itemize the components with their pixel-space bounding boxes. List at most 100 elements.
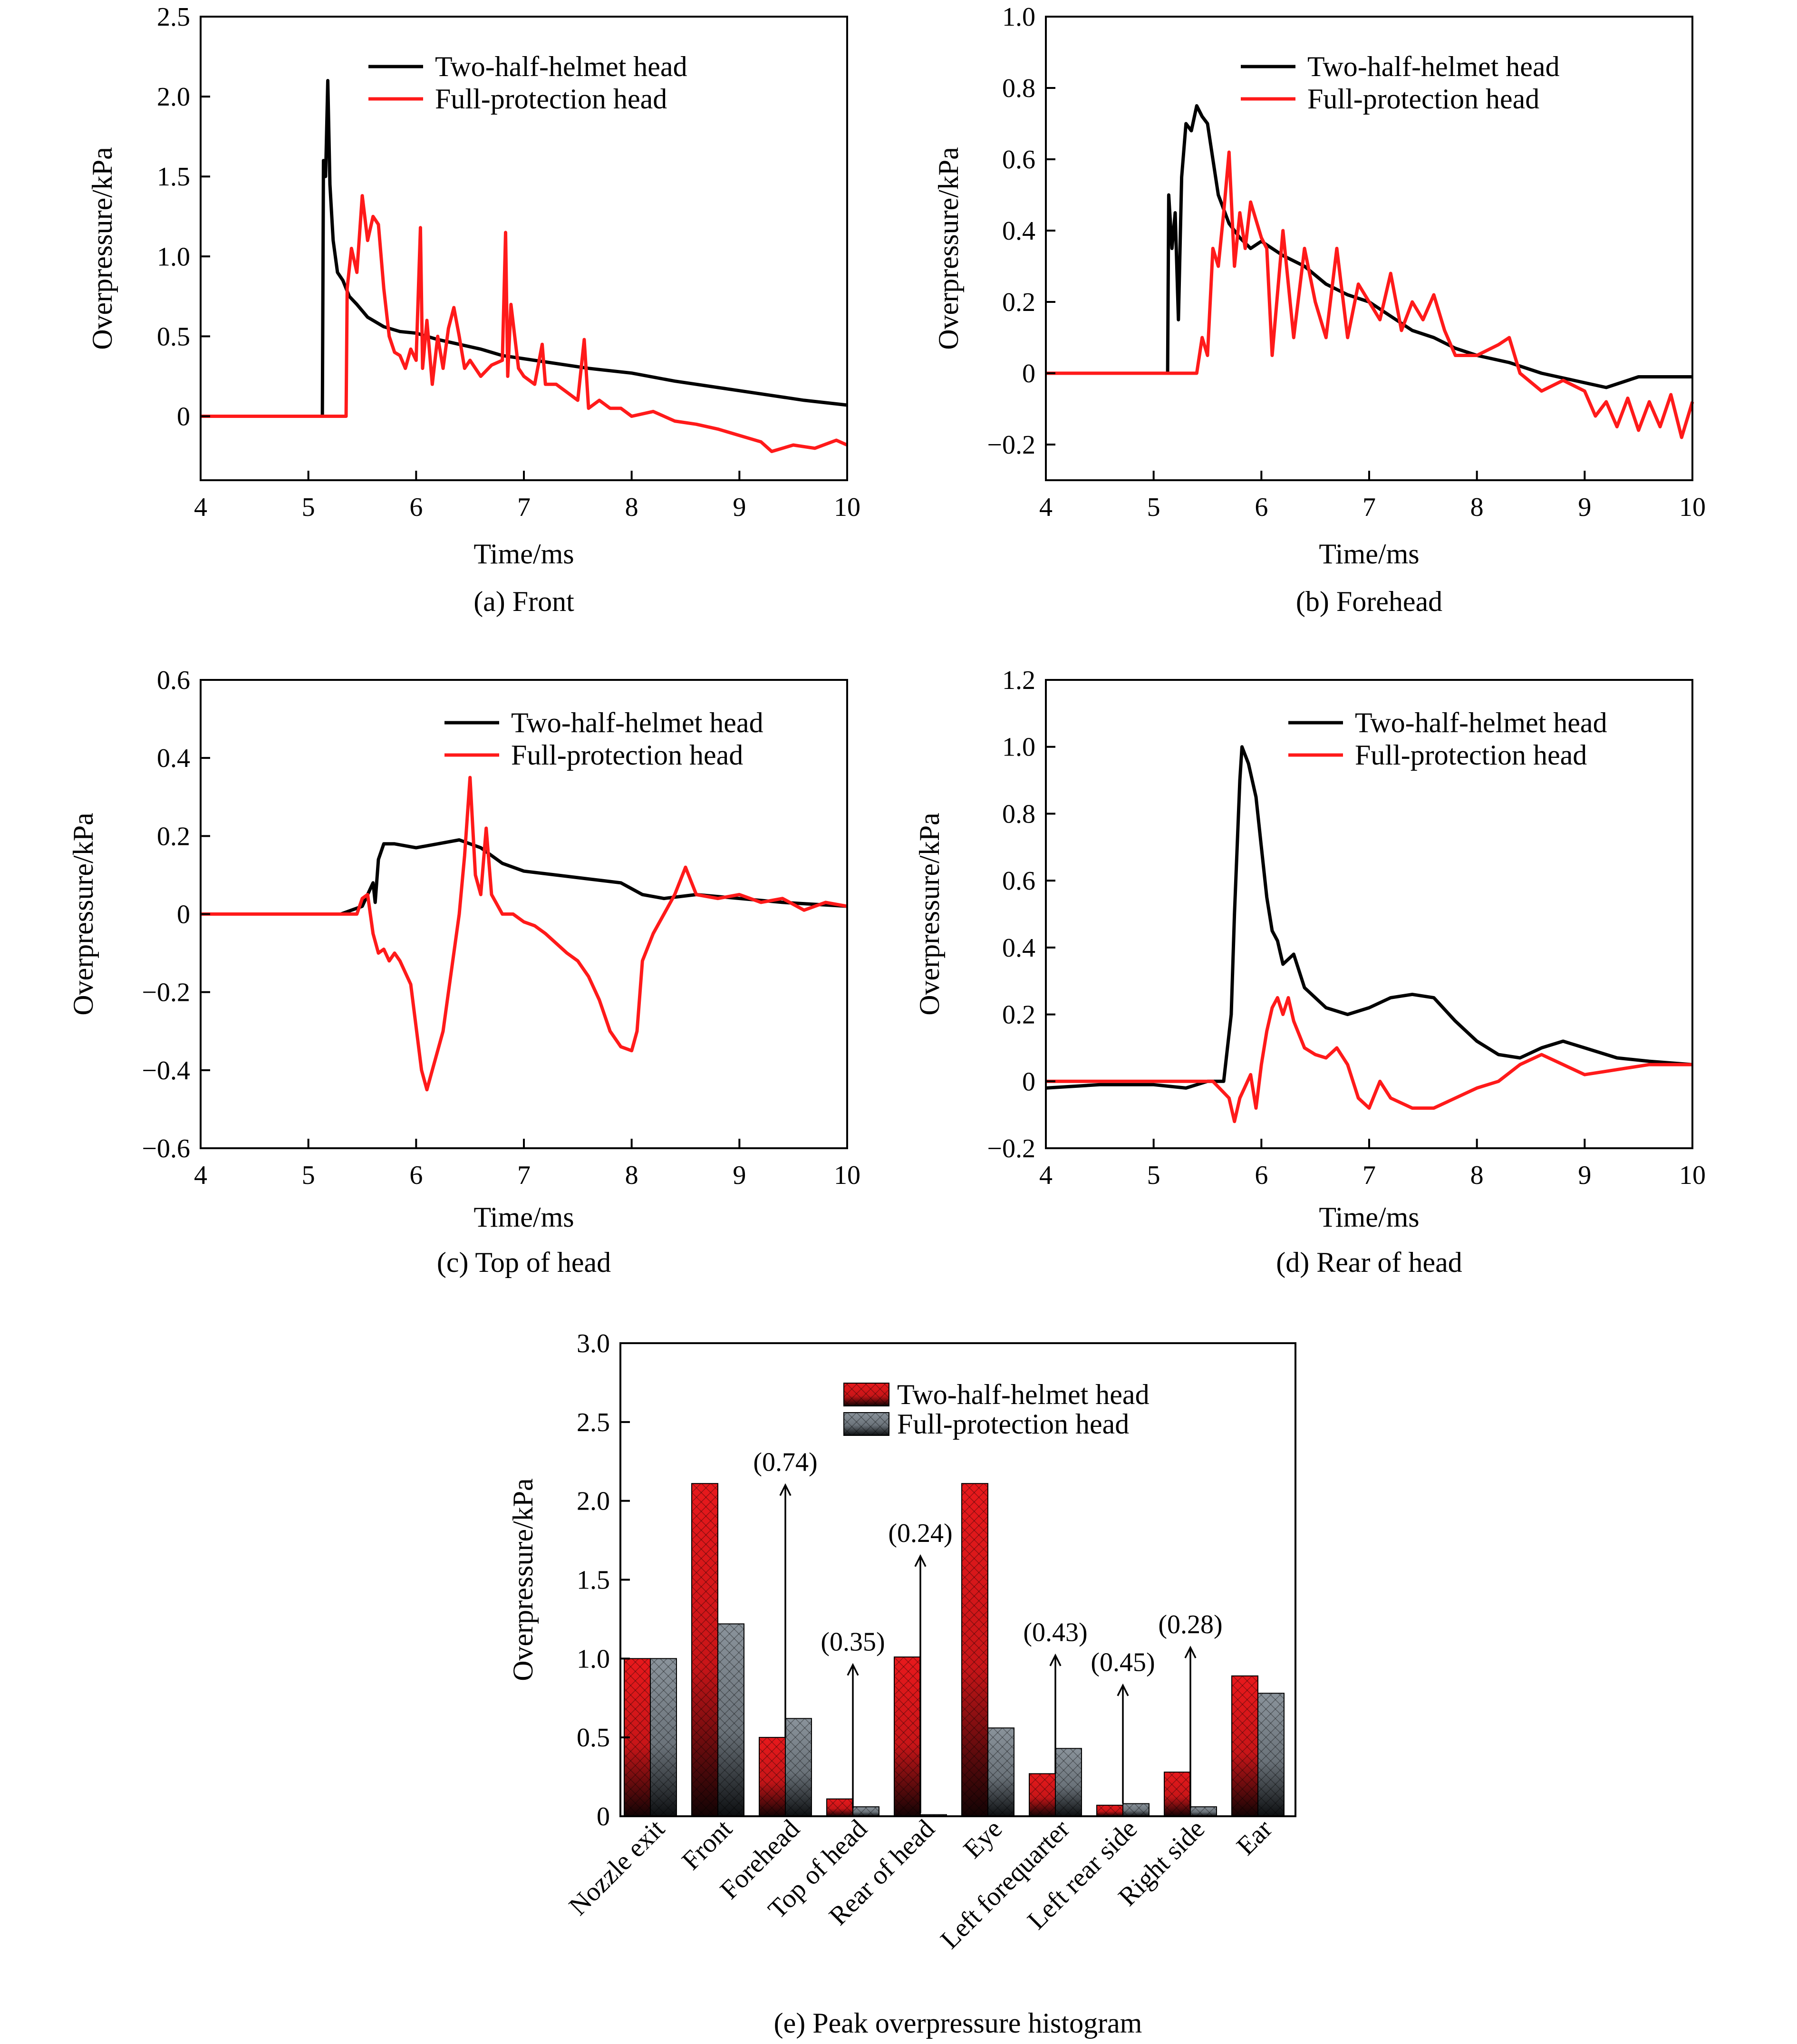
series-line-two-half-helmet	[201, 838, 848, 916]
bar-full-protection	[650, 1658, 677, 1817]
y-tick-label: −0.2	[987, 430, 1035, 460]
x-tick-label: 4	[194, 493, 207, 522]
bar-full-protection	[717, 1623, 744, 1817]
chart-caption: (e) Peak overpressure histogram	[774, 2007, 1142, 2039]
y-tick-label: 0.4	[1002, 216, 1035, 246]
bar-hatch	[853, 1807, 879, 1816]
x-tick-label: 9	[1578, 493, 1591, 522]
bar-two-half-helmet	[1096, 1804, 1123, 1817]
bar-two-half-helmet	[894, 1657, 921, 1817]
y-tick-label: 0.5	[577, 1723, 610, 1753]
y-tick-label: 0	[1022, 1067, 1035, 1096]
bar-two-half-helmet	[691, 1483, 718, 1817]
legend-label: Full-protection head	[897, 1408, 1129, 1440]
y-tick-label: 0	[597, 1802, 610, 1831]
x-tick-label: 6	[409, 493, 423, 522]
x-tick-label: 4	[1039, 493, 1053, 522]
y-tick-label: −0.4	[142, 1056, 190, 1085]
y-axis-label: Overpressure/kPa	[933, 147, 964, 350]
annotation-arrow-head	[1049, 1653, 1062, 1666]
x-tick-label: 10	[834, 493, 860, 522]
y-tick-label: −0.6	[142, 1134, 190, 1163]
y-tick-label: 1.2	[1002, 666, 1035, 695]
bar-full-protection	[1122, 1803, 1150, 1817]
y-axis-label: Overpressure/kPa	[507, 1478, 539, 1681]
x-tick-label: 8	[625, 1161, 638, 1190]
y-tick-label: 0.6	[1002, 145, 1035, 174]
bar-hatch	[1055, 1748, 1082, 1816]
legend-label: Full-protection head	[435, 83, 667, 115]
annotation-label: (0.43)	[1023, 1618, 1087, 1647]
bar-hatch	[894, 1657, 920, 1816]
x-tick-label: 6	[1255, 493, 1268, 522]
y-tick-label: 0.6	[1002, 866, 1035, 896]
series-line-full-protection	[1046, 150, 1694, 439]
x-tick-label: 5	[1147, 1161, 1160, 1190]
y-tick-label: 0.2	[157, 822, 190, 851]
legend-label: Two-half-helmet head	[897, 1379, 1150, 1410]
chart-caption: (c) Top of head	[437, 1247, 611, 1278]
y-axis-label: Overpressure/kPa	[914, 813, 945, 1016]
legend-swatch-hatch	[844, 1383, 889, 1406]
bar-hatch	[827, 1799, 853, 1816]
y-tick-label: 2.5	[577, 1408, 610, 1437]
y-tick-label: 0.4	[157, 744, 190, 773]
annotation-label: (0.45)	[1091, 1648, 1155, 1677]
bar-hatch	[1190, 1807, 1217, 1816]
x-tick-label: 9	[1578, 1161, 1591, 1190]
y-tick-label: 0	[1022, 359, 1035, 388]
chart-forehead: 4 5 6 7 8 9 10 −0.2 0 0.2 0.4 0.6 0.8 1.0 Time/ms Overp…	[933, 2, 1706, 617]
y-tick-label: 0.8	[1002, 74, 1035, 103]
series-line-two-half-helmet	[1045, 745, 1693, 1090]
y-axis-label: Overpressure/kPa	[87, 147, 118, 350]
x-tick-label: 7	[517, 1161, 531, 1190]
annotation-label: (0.35)	[821, 1627, 885, 1657]
y-tick-label: 2.0	[577, 1487, 610, 1516]
y-tick-label: 1.0	[1002, 733, 1035, 762]
x-axis-label: Time/ms	[1319, 538, 1419, 570]
chart-rear-of-head: 4 5 6 7 8 9 10 −0.2 0 0.2 0.4 0.6 0.8 1.0 1.2 Time/ms Ov…	[914, 666, 1706, 1278]
annotation-label: (0.74)	[753, 1448, 817, 1477]
y-tick-label: 2.5	[157, 2, 190, 32]
x-tick-label: 6	[1255, 1161, 1268, 1190]
legend-label: Two-half-helmet head	[1307, 51, 1560, 82]
bar-hatch	[1123, 1803, 1149, 1816]
chart-front: 4 5 6 7 8 9 10 0 0.5 1.0 1.5 2.0 2.5 Time/ms Overpress…	[87, 2, 860, 617]
x-tick-label: 10	[1679, 1161, 1706, 1190]
legend-swatch-hatch	[844, 1413, 889, 1435]
series-line-two-half-helmet	[1046, 104, 1692, 389]
bar-hatch	[1164, 1772, 1190, 1816]
x-tick-label: 7	[517, 493, 531, 522]
x-axis-label: Time/ms	[1319, 1201, 1419, 1233]
bar-hatch	[1232, 1676, 1258, 1816]
y-tick-label: 0.5	[157, 322, 190, 351]
y-tick-label: 0.4	[1002, 933, 1035, 963]
annotation-arrow-head	[847, 1663, 859, 1676]
bar-full-protection	[1055, 1748, 1082, 1817]
bar-hatch	[785, 1718, 812, 1816]
y-tick-label: 0.2	[1002, 1000, 1035, 1030]
bar-hatch	[1029, 1773, 1055, 1816]
legend-label: Two-half-helmet head	[1355, 707, 1607, 738]
legend-label: Two-half-helmet head	[511, 707, 763, 738]
y-tick-label: 0	[177, 900, 190, 930]
bar-two-half-helmet	[759, 1737, 786, 1817]
y-tick-label: 0.2	[1002, 288, 1035, 317]
x-axis-label: Time/ms	[473, 1201, 574, 1233]
bar-two-half-helmet	[961, 1483, 988, 1817]
bar-hatch	[650, 1658, 676, 1816]
x-tick-label: 5	[302, 493, 315, 522]
x-tick-label: 8	[1470, 1161, 1484, 1190]
annotation-arrow-head	[914, 1554, 927, 1567]
y-tick-label: 1.5	[157, 162, 190, 192]
bar-two-half-helmet	[1164, 1772, 1191, 1817]
category-label: Front	[676, 1814, 738, 1876]
bar-two-half-helmet	[1029, 1773, 1056, 1817]
bar-hatch	[759, 1737, 785, 1816]
bar-full-protection	[1257, 1693, 1285, 1817]
bar-hatch	[962, 1483, 988, 1816]
chart-caption: (a) Front	[473, 586, 574, 617]
bar-hatch	[1097, 1805, 1123, 1816]
